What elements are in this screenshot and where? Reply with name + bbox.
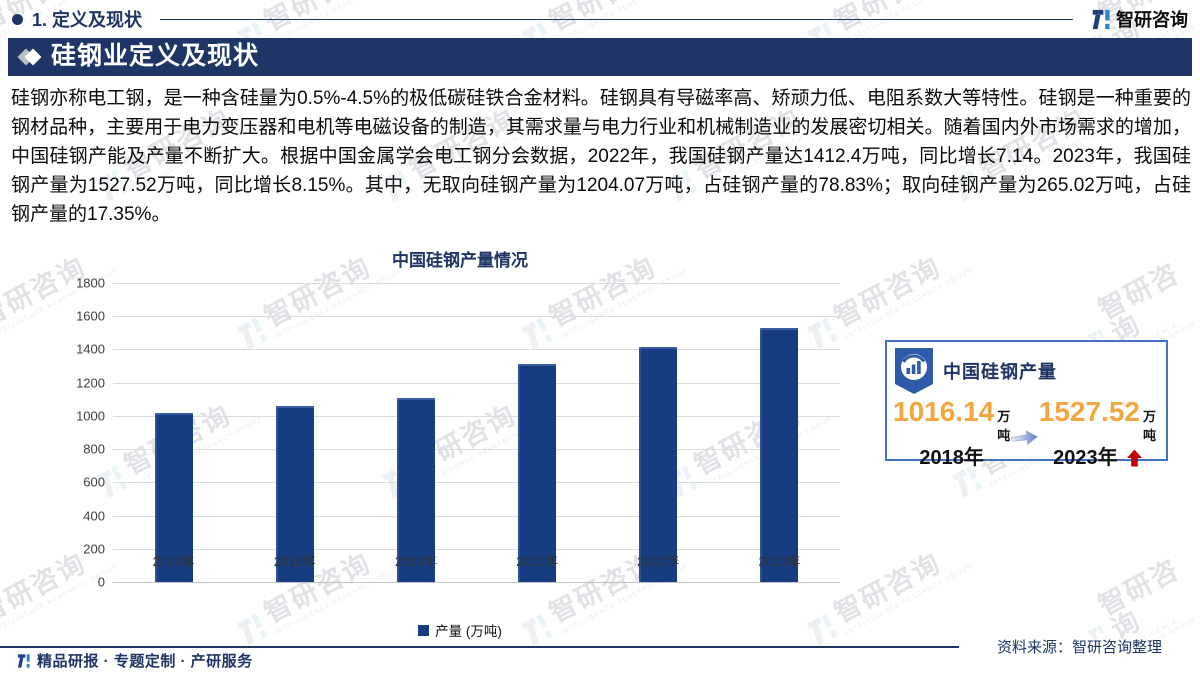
- section-label: 1. 定义及现状: [32, 10, 143, 30]
- y-tick-label: 600: [83, 474, 105, 490]
- x-tick-label: 2018年: [152, 554, 195, 569]
- growth-arrow-icon: [1010, 430, 1039, 446]
- legend-label: 产量 (万吨): [435, 624, 502, 639]
- y-tick-label: 1000: [76, 408, 105, 424]
- brand-name: 智研咨询: [1116, 10, 1188, 30]
- bar-2018年: [154, 413, 193, 582]
- header-divider: [160, 18, 1073, 20]
- y-tick-label: 1800: [76, 275, 105, 291]
- y-tick-label: 1600: [76, 308, 105, 324]
- y-tick-label: 1200: [76, 375, 105, 391]
- bullet-icon: [12, 13, 23, 25]
- source-row: 资料来源：智研咨询整理: [0, 636, 1162, 657]
- section-banner: 硅钢业定义及现状: [8, 38, 1192, 76]
- footer-logo-icon: [18, 653, 30, 668]
- bar-2022年: [639, 347, 678, 582]
- gridline: [113, 449, 840, 451]
- y-tick-label: 0: [97, 574, 105, 590]
- gridline: [113, 515, 840, 517]
- stat-start: 1016.14 万吨 2018年: [893, 396, 1011, 469]
- brand-logo: 智研咨询: [1087, 6, 1188, 32]
- end-unit: 万吨: [1142, 409, 1156, 443]
- page-header: 1. 定义及现状 智研咨询: [12, 6, 1188, 32]
- brand-logo-icon: [1092, 9, 1110, 29]
- diamond-icon: [17, 48, 42, 66]
- footer-divider: [0, 645, 959, 648]
- x-tick-label: 2022年: [637, 554, 680, 569]
- start-value: 1016.14: [893, 396, 995, 427]
- y-tick-label: 400: [83, 508, 105, 524]
- summary-callout: 中国硅钢产量 1016.14 万吨 2018年 1527.52 万吨 202: [885, 340, 1168, 468]
- x-tick-label: 2019年: [273, 554, 316, 569]
- page-footer: 精品研报 · 专题定制 · 产研服务: [14, 650, 253, 671]
- start-unit: 万吨: [997, 409, 1011, 443]
- bar-2020年: [396, 397, 435, 582]
- chart-plot: [113, 283, 840, 583]
- source-note: 资料来源：智研咨询整理: [996, 639, 1162, 656]
- shield-chart-icon: [895, 348, 933, 394]
- gridline: [113, 415, 840, 417]
- end-value: 1527.52: [1038, 396, 1140, 427]
- callout-title: 中国硅钢产量: [943, 362, 1057, 382]
- x-tick-label: 2021年: [516, 554, 559, 569]
- gridline: [113, 349, 840, 351]
- x-tick-label: 2023年: [758, 554, 801, 569]
- gridline: [113, 582, 840, 583]
- banner-title: 硅钢业定义及现状: [51, 41, 260, 70]
- gridline: [113, 382, 840, 384]
- x-tick-label: 2020年: [394, 554, 437, 569]
- gridline: [113, 482, 840, 484]
- chart-legend: 产量 (万吨): [65, 620, 855, 640]
- footer-tagline: 精品研报 · 专题定制 · 产研服务: [37, 653, 253, 670]
- gridline: [113, 283, 840, 284]
- bar-chart: 中国硅钢产量情况 0 200 400 600 800 1000 1200 1400 1600 18…: [65, 246, 855, 644]
- y-tick-label: 1400: [76, 341, 105, 357]
- gridline: [113, 548, 840, 550]
- body-paragraph: 硅钢亦称电工钢，是一种含硅量为0.5%-4.5%的极低碳硅铁合金材料。硅钢具有导…: [11, 88, 1191, 225]
- gridline: [113, 316, 840, 318]
- callout-stats: 1016.14 万吨 2018年 1527.52 万吨 2023年: [887, 396, 1166, 469]
- chart-y-axis: 0 200 400 600 800 1000 1200 1400 1600 1800: [65, 276, 105, 590]
- bar-2021年: [518, 363, 557, 582]
- end-year: 2023年: [1053, 447, 1118, 469]
- chart-title: 中国硅钢产量情况: [392, 251, 528, 270]
- start-year: 2018年: [919, 447, 984, 469]
- y-tick-label: 200: [83, 541, 105, 557]
- y-tick-label: 800: [83, 441, 105, 457]
- up-arrow-icon: [1126, 449, 1142, 467]
- bar-2019年: [275, 405, 314, 582]
- bar-2023年: [760, 328, 799, 582]
- stat-end: 1527.52 万吨 2023年: [1038, 396, 1156, 469]
- legend-marker: [418, 624, 430, 636]
- callout-header: 中国硅钢产量: [887, 342, 1166, 396]
